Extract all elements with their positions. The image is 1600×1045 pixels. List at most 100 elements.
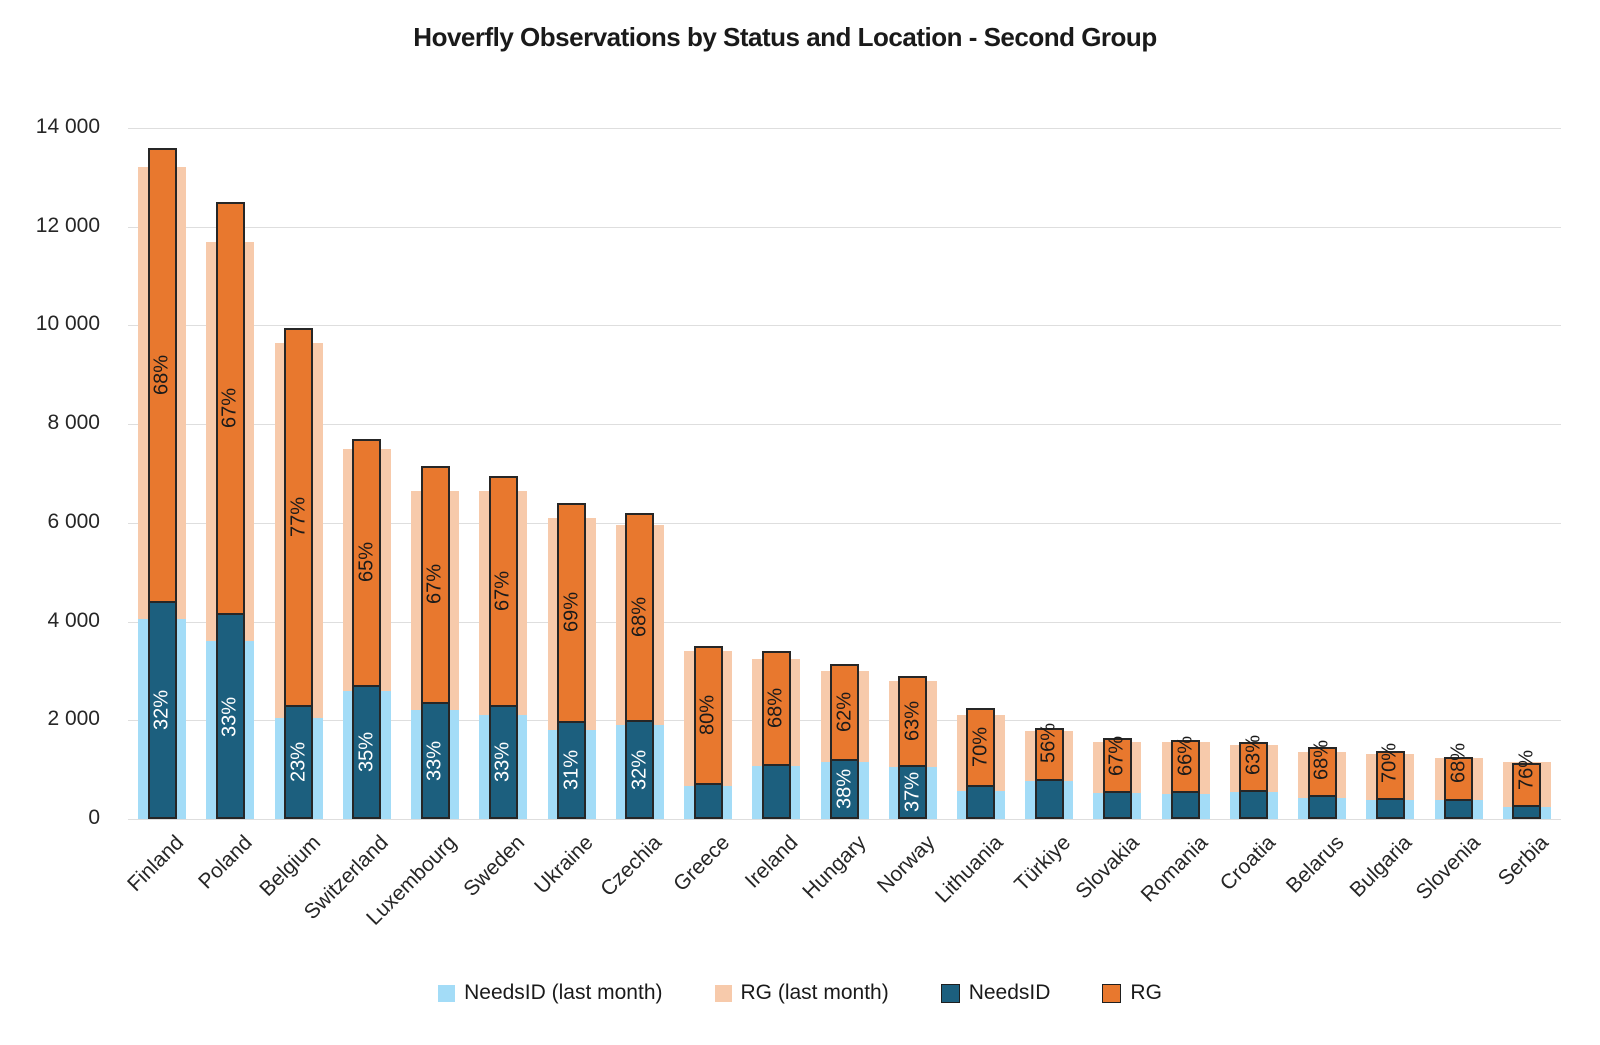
bar-needsid [1173,791,1199,817]
y-tick-label: 2 000 [47,707,100,731]
y-tick-label: 6 000 [47,509,100,533]
chart-title: Hoverfly Observations by Status and Loca… [413,22,1157,52]
bar-current [1512,763,1542,819]
needsid-percent-label: 31% [560,750,583,791]
x-tick-label: Serbia [1493,831,1554,891]
needsid-percent-label: 38% [833,769,855,810]
bar-needsid [1309,795,1335,817]
gridline [128,522,1561,524]
x-tick-label: Greece [669,831,735,896]
legend-label: NeedsID (last month) [464,981,663,1004]
needsid-percent-label: 32% [150,690,173,731]
rg-percent-label: 56% [1037,722,1060,763]
x-tick-label: Slovakia [1071,831,1144,904]
bar-current [1102,737,1132,819]
needsid-percent-label: 37% [901,772,924,813]
x-tick-label: Finland [123,831,189,896]
bar-current [557,503,587,819]
bar-needsid [1241,790,1267,817]
x-tick-label: Poland [194,831,257,894]
x-tick-label: Ireland [740,831,803,893]
needsid-percent-label: 33% [491,742,514,783]
x-tick-label: Czechia [596,831,667,901]
rg-percent-label: 68% [764,687,787,728]
gridline [128,424,1561,426]
bar-current [898,675,928,819]
bar-current [1444,757,1474,819]
x-tick-label: Hungary [798,831,871,904]
y-tick-label: 8 000 [47,411,100,435]
y-tick-label: 12 000 [35,213,100,237]
gridline [128,325,1561,327]
x-tick-label: Norway [872,831,940,898]
rg-percent-label: 63% [901,700,924,741]
bar-current [1034,727,1064,819]
bar-needsid [1514,804,1540,817]
rg-percent-label: 65% [355,542,378,583]
bar-current [284,327,314,819]
bar-current [1239,742,1269,819]
rg-percent-label: 70% [969,726,992,767]
x-tick-label: Slovenia [1411,831,1485,905]
legend: NeedsID (last month) RG (last month) Needs… [0,981,1600,1005]
bar-needsid [354,685,380,817]
bar-needsid [627,719,653,817]
legend-swatch-icon [1102,983,1122,1003]
gridline [128,128,1561,129]
rg-percent-label: 68% [150,354,173,395]
rg-percent-label: 67% [218,388,241,429]
legend-swatch-icon [940,983,960,1003]
bar-current [761,651,791,819]
x-tick-label: Croatia [1216,831,1281,896]
gridline [128,621,1561,623]
legend-item: NeedsID (last month) [438,981,663,1005]
y-tick-label: 10 000 [35,312,100,336]
x-tick-label: Türkiye [1010,831,1076,896]
needsid-percent-label: 33% [423,740,446,781]
bar-current [1171,740,1201,819]
bar-current [1307,747,1337,819]
gridline [128,226,1561,228]
legend-swatch-icon [714,984,732,1002]
bar-needsid [422,701,448,817]
rg-percent-label: 80% [696,695,719,736]
bar-current [215,202,245,819]
bar-needsid [286,704,312,817]
bar-current [420,466,450,819]
legend-item: NeedsID [940,981,1051,1005]
bar-needsid [217,613,243,817]
x-tick-label: Romania [1136,831,1212,907]
legend-item: RG [1102,981,1162,1005]
bar-needsid [968,784,994,817]
bar-current [693,646,723,819]
bar-current [147,147,177,819]
y-tick-label: 14 000 [35,115,100,138]
bar-needsid [900,765,926,817]
x-tick-label: Sweden [459,831,530,901]
bar-needsid [695,783,721,817]
rg-percent-label: 62% [833,691,855,732]
bar-current [1375,751,1405,819]
rg-percent-label: 69% [560,592,583,633]
rg-percent-label: 77% [287,496,310,537]
bar-needsid [559,720,585,817]
bar-current [625,512,655,819]
needsid-percent-label: 32% [628,749,651,790]
gridline [128,819,1561,820]
x-tick-label: Ukraine [530,831,598,899]
needsid-percent-label: 33% [218,696,241,737]
bar-current [488,475,518,819]
bar-needsid [1446,798,1472,817]
bar-needsid [763,764,789,817]
legend-label: RG [1130,981,1162,1004]
rg-percent-label: 63% [1242,734,1265,775]
bar-needsid [490,704,516,817]
y-tick-label: 0 [88,806,100,829]
bar-needsid [149,601,175,817]
x-tick-label: Belarus [1281,831,1349,898]
rg-percent-label: 68% [628,596,651,637]
y-tick-label: 4 000 [47,608,100,632]
x-tick-label: Lithuania [930,831,1008,908]
legend-label: NeedsID [968,981,1051,1004]
rg-percent-label: 70% [1378,742,1401,783]
